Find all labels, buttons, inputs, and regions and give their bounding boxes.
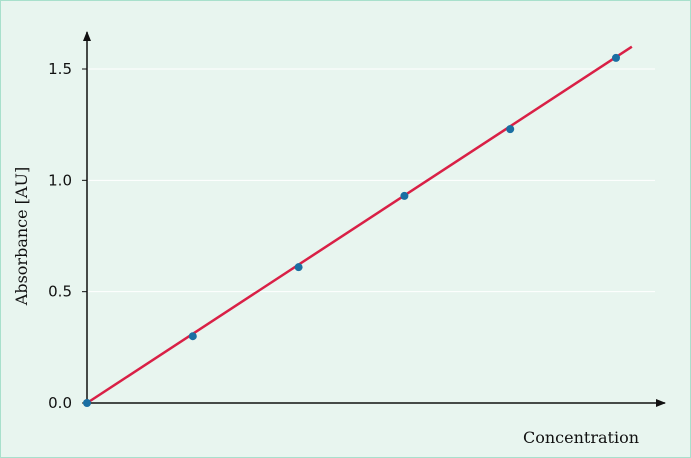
y-tick-labels: 0.0 0.5 1.0 1.5 (48, 60, 87, 412)
data-point (188, 332, 197, 341)
y-tick-label: 0.0 (48, 394, 72, 412)
y-tick-label: 1.5 (48, 60, 72, 78)
y-tick-label: 0.5 (48, 283, 72, 301)
y-tick-label: 1.0 (48, 171, 72, 189)
axes-layer (83, 31, 666, 407)
data-points (83, 53, 620, 407)
data-point (612, 53, 620, 62)
fit-line (86, 45, 633, 405)
y-axis-title: Absorbance [AU] (12, 167, 31, 306)
data-point (294, 263, 303, 272)
x-axis-title: Concentration (523, 428, 639, 447)
data-point (83, 399, 91, 407)
fit-line-layer (86, 45, 633, 405)
grid-layer (87, 68, 655, 293)
data-point (506, 125, 515, 134)
data-point (400, 191, 409, 200)
